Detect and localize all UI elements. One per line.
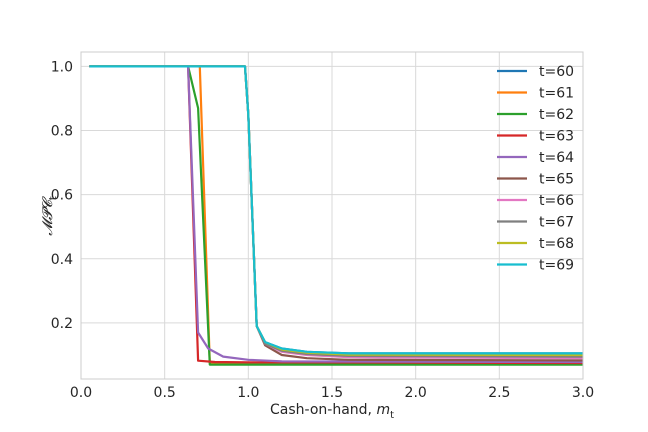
y-tick-label: 0.6 bbox=[51, 188, 73, 204]
y-tick-label: 1.0 bbox=[51, 59, 73, 75]
x-axis-label: Cash-on-hand, mt bbox=[270, 402, 394, 421]
x-tick-labels: 0.0 0.5 1.0 1.5 2.0 2.5 3.0 bbox=[70, 385, 594, 401]
legend-label: t=62 bbox=[539, 107, 574, 123]
legend-label: t=65 bbox=[539, 172, 574, 188]
legend: t=60 t=61 t=62 t=63 t=64 t=65 t=66 t=67 t=68 t=69 bbox=[497, 64, 574, 274]
y-tick-label: 0.2 bbox=[51, 316, 73, 332]
legend-label: t=61 bbox=[539, 86, 574, 102]
y-tick-label: 0.8 bbox=[51, 124, 73, 140]
legend-label: t=69 bbox=[539, 258, 574, 274]
x-tick-label: 0.5 bbox=[154, 385, 176, 401]
y-tick-label: 0.4 bbox=[51, 252, 73, 268]
y-tick-labels: 0.2 0.4 0.6 0.8 1.0 bbox=[51, 59, 73, 331]
legend-label: t=64 bbox=[539, 150, 574, 166]
legend-label: t=66 bbox=[539, 193, 574, 209]
legend-label: t=67 bbox=[539, 215, 574, 231]
x-tick-label: 2.5 bbox=[488, 385, 510, 401]
series-line-t-64 bbox=[89, 65, 584, 364]
x-tick-label: 2.0 bbox=[405, 385, 427, 401]
x-tick-label: 0.0 bbox=[70, 385, 92, 401]
y-axis-label: 𝓜𝓟𝓒t bbox=[40, 196, 59, 236]
series-lines bbox=[89, 65, 584, 366]
plot-frame bbox=[80, 51, 584, 380]
legend-label: t=63 bbox=[539, 129, 574, 145]
x-tick-label: 1.0 bbox=[237, 385, 259, 401]
x-tick-label: 3.0 bbox=[572, 385, 594, 401]
legend-label: t=68 bbox=[539, 236, 574, 252]
series-line-t-69 bbox=[89, 65, 583, 355]
legend-label: t=60 bbox=[539, 64, 574, 80]
x-tick-label: 1.5 bbox=[321, 385, 343, 401]
